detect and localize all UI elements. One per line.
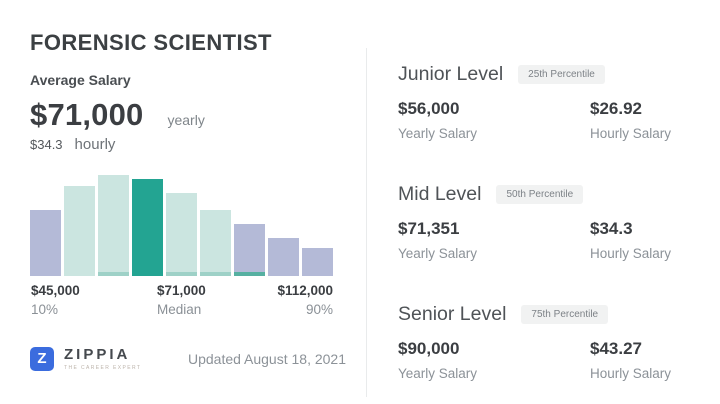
- level-section-junior: Junior Level 25th Percentile $56,000 Yea…: [398, 63, 690, 141]
- brand-name: ZIPPIA: [64, 346, 131, 363]
- histogram-bar-base-strip: [98, 272, 129, 276]
- hourly-value: $26.92: [590, 99, 642, 118]
- axis-annotation-median: $71,000 Median: [157, 283, 206, 317]
- histogram-bar-base-strip: [166, 272, 197, 276]
- vertical-divider: [366, 48, 367, 397]
- histogram-bar: [98, 175, 129, 276]
- yearly-column: $71,351 Yearly Salary: [398, 219, 590, 261]
- histogram-bar: [302, 248, 333, 276]
- level-name: Senior Level: [398, 303, 507, 325]
- hourly-value: $34.3: [590, 219, 633, 238]
- axis-annotation-p90: $112,000 90%: [277, 283, 333, 317]
- yearly-column: $90,000 Yearly Salary: [398, 339, 590, 381]
- hourly-label: Hourly Salary: [590, 126, 672, 141]
- level-values: $56,000 Yearly Salary $26.92 Hourly Sala…: [398, 99, 690, 141]
- histogram-bar: [200, 210, 231, 276]
- percentile-badge: 50th Percentile: [496, 185, 584, 204]
- yearly-value: $56,000: [398, 99, 460, 118]
- yearly-salary-row: $71,000 yearly: [30, 97, 340, 133]
- footer: Z ZIPPIA THE CAREER EXPERT Updated Augus…: [30, 346, 346, 371]
- level-section-senior: Senior Level 75th Percentile $90,000 Yea…: [398, 303, 690, 381]
- level-header: Senior Level 75th Percentile: [398, 303, 690, 326]
- axis-label: 90%: [305, 302, 333, 317]
- summary-column: FORENSIC SCIENTIST Average Salary $71,00…: [30, 30, 340, 317]
- yearly-column: $56,000 Yearly Salary: [398, 99, 590, 141]
- histogram-bar-base-strip: [234, 272, 265, 276]
- hourly-salary-unit: hourly: [74, 136, 116, 153]
- page-title: FORENSIC SCIENTIST: [30, 30, 272, 55]
- yearly-value: $71,351: [398, 219, 460, 238]
- histogram-bar: [268, 238, 299, 276]
- hourly-value: $43.27: [590, 339, 642, 358]
- salary-histogram-bars: [30, 175, 333, 276]
- histogram-bar: [30, 210, 61, 276]
- histogram-bar: [234, 224, 265, 276]
- level-name: Junior Level: [398, 63, 504, 85]
- yearly-salary-unit: yearly: [167, 112, 205, 128]
- axis-label: Median: [157, 302, 202, 317]
- yearly-label: Yearly Salary: [398, 126, 478, 141]
- histogram-bar-base-strip: [200, 272, 231, 276]
- hourly-column: $26.92 Hourly Salary: [590, 99, 690, 141]
- level-header: Junior Level 25th Percentile: [398, 63, 690, 86]
- hourly-salary-row: $34.3 hourly: [30, 136, 340, 153]
- yearly-label: Yearly Salary: [398, 246, 478, 261]
- hourly-label: Hourly Salary: [590, 246, 672, 261]
- level-values: $71,351 Yearly Salary $34.3 Hourly Salar…: [398, 219, 690, 261]
- zippia-logo-icon[interactable]: Z: [30, 346, 54, 371]
- axis-annotation-p10: $45,000 10%: [31, 283, 80, 317]
- yearly-value: $90,000: [398, 339, 460, 358]
- hourly-column: $34.3 Hourly Salary: [590, 219, 690, 261]
- zippia-logo-letter: Z: [37, 350, 47, 367]
- updated-timestamp: Updated August 18, 2021: [187, 350, 346, 367]
- percentile-badge: 75th Percentile: [521, 305, 609, 324]
- brand-tagline: THE CAREER EXPERT: [64, 365, 142, 371]
- axis-value: $45,000: [31, 283, 80, 298]
- histogram-bar: [132, 179, 163, 276]
- axis-value: $112,000: [277, 283, 333, 298]
- yearly-label: Yearly Salary: [398, 366, 478, 381]
- levels-column: Junior Level 25th Percentile $56,000 Yea…: [398, 63, 690, 404]
- hourly-column: $43.27 Hourly Salary: [590, 339, 690, 381]
- brand-block[interactable]: ZIPPIA THE CAREER EXPERT: [64, 346, 141, 371]
- histogram-bar: [166, 193, 197, 276]
- axis-label: 10%: [31, 302, 59, 317]
- level-name: Mid Level: [398, 183, 482, 205]
- histogram-axis: $45,000 10% $71,000 Median $112,000 90%: [30, 283, 333, 317]
- yearly-salary-value: $71,000: [30, 97, 144, 132]
- hourly-salary-value: $34.3: [30, 137, 63, 152]
- histogram-bar: [64, 186, 95, 276]
- level-section-mid: Mid Level 50th Percentile $71,351 Yearly…: [398, 183, 690, 261]
- average-salary-heading: Average Salary: [30, 72, 131, 88]
- hourly-label: Hourly Salary: [590, 366, 672, 381]
- axis-value: $71,000: [157, 283, 206, 298]
- percentile-badge: 25th Percentile: [518, 65, 605, 84]
- level-values: $90,000 Yearly Salary $43.27 Hourly Sala…: [398, 339, 690, 381]
- level-header: Mid Level 50th Percentile: [398, 183, 690, 206]
